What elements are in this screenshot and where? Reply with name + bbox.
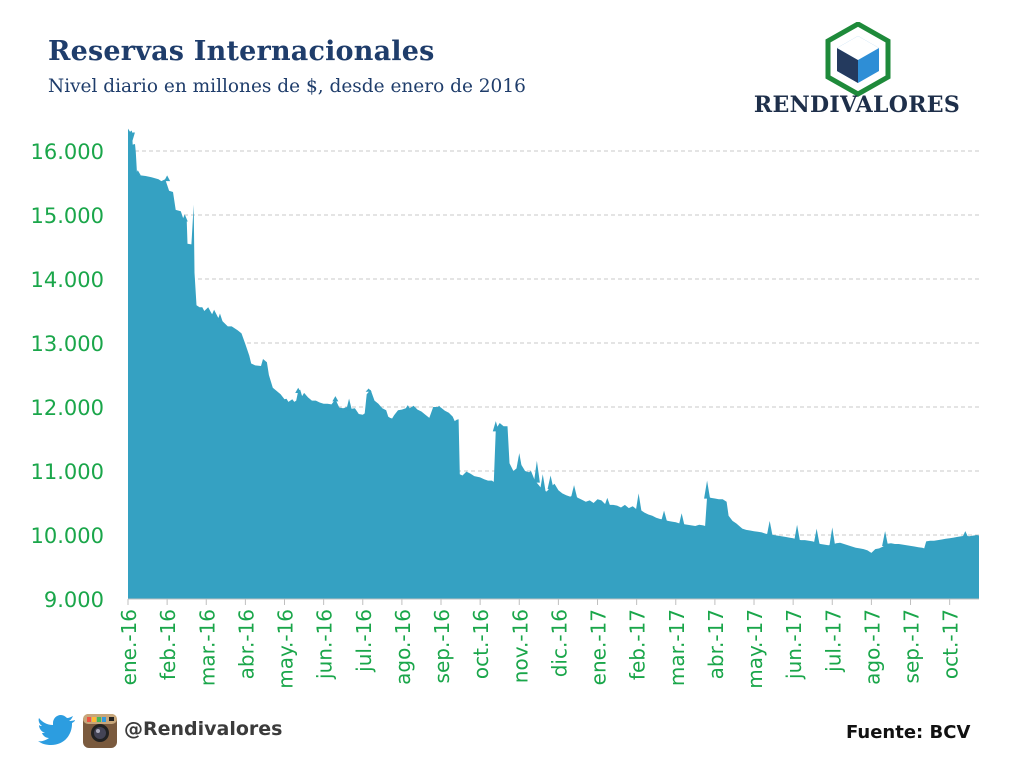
social-handle[interactable]: @Rendivalores <box>124 718 283 740</box>
twitter-icon[interactable] <box>38 713 76 747</box>
chart-title: Reservas Internacionales <box>48 36 435 67</box>
x-tick-label: mar.-16 <box>195 609 219 686</box>
area-spike <box>516 453 523 470</box>
area-series <box>128 128 979 600</box>
area-spike <box>128 132 135 143</box>
x-tick-label: jun.-16 <box>313 609 337 680</box>
reserves-area <box>128 128 979 599</box>
chart-subtitle: Nivel diario en millones de $, desde ene… <box>48 76 526 97</box>
x-tick-label: jul.-17 <box>821 609 845 673</box>
instagram-icon[interactable] <box>82 713 118 749</box>
y-tick-label: 12.000 <box>31 396 104 420</box>
x-tick-label: jul.-16 <box>352 609 376 673</box>
reserves-area-chart: 9.000 10.000 11.000 12.000 13.000 14.000 15.00… <box>31 128 979 689</box>
x-axis: ene.-16 feb.-16 mar.-16 abr.-16 may.-16 jun.-… <box>117 599 963 689</box>
y-tick-label: 9.000 <box>44 588 104 612</box>
y-tick-label: 16.000 <box>31 140 104 164</box>
x-tick-label: feb.-16 <box>156 609 180 680</box>
y-tick-label: 15.000 <box>31 204 104 228</box>
x-tick-label: dic.-16 <box>547 609 571 677</box>
y-tick-label: 13.000 <box>31 332 104 356</box>
rendivalores-logo-icon <box>825 22 891 97</box>
area-spike <box>346 398 353 411</box>
area-spike <box>164 175 171 182</box>
x-tick-label: feb.-17 <box>626 609 650 680</box>
area-spike <box>766 520 773 537</box>
area-spike <box>295 387 302 393</box>
y-tick-label: 10.000 <box>31 524 104 548</box>
x-tick-label: ene.-17 <box>587 609 611 685</box>
area-spike <box>134 170 141 176</box>
x-tick-label: mar.-17 <box>665 609 689 686</box>
x-tick-label: ene.-16 <box>117 609 141 685</box>
y-axis: 9.000 10.000 11.000 12.000 13.000 14.000 15.00… <box>31 140 104 612</box>
area-spike <box>547 475 554 489</box>
x-tick-label: may.-17 <box>743 609 767 689</box>
x-tick-label: oct.-17 <box>939 609 963 679</box>
area-spike <box>635 493 642 513</box>
x-tick-label: jun.-17 <box>782 609 806 680</box>
area-spike <box>962 531 969 538</box>
area-spike <box>794 524 801 542</box>
area-spike <box>813 528 820 545</box>
area-spike <box>492 421 499 432</box>
area-spike <box>882 531 889 546</box>
x-tick-label: ago.-16 <box>391 609 415 685</box>
x-tick-label: nov.-16 <box>508 609 532 683</box>
area-spike <box>533 460 540 483</box>
y-tick-label: 14.000 <box>31 268 104 292</box>
area-spike <box>181 214 188 222</box>
x-tick-label: abr.-16 <box>234 609 258 679</box>
area-spike <box>436 405 443 409</box>
area-spike <box>332 396 339 402</box>
area-spike <box>829 527 836 547</box>
x-tick-label: may.-16 <box>274 609 298 689</box>
source-label: Fuente: BCV <box>846 722 971 743</box>
area-spike <box>539 474 546 493</box>
area-spike <box>661 510 668 522</box>
area-spike <box>704 480 711 499</box>
area-spike <box>604 497 611 507</box>
x-tick-label: abr.-17 <box>704 609 728 679</box>
area-spike <box>571 485 578 498</box>
brand-name: RENDIVALORES <box>753 92 961 118</box>
area-spike <box>216 313 223 323</box>
area-spike <box>365 388 372 392</box>
x-tick-label: sep.-16 <box>430 609 454 683</box>
x-tick-label: oct.-16 <box>469 609 493 679</box>
y-tick-label: 11.000 <box>31 460 104 484</box>
x-tick-label: sep.-17 <box>900 609 924 683</box>
area-spike <box>678 513 685 527</box>
x-tick-label: ago.-17 <box>860 609 884 685</box>
